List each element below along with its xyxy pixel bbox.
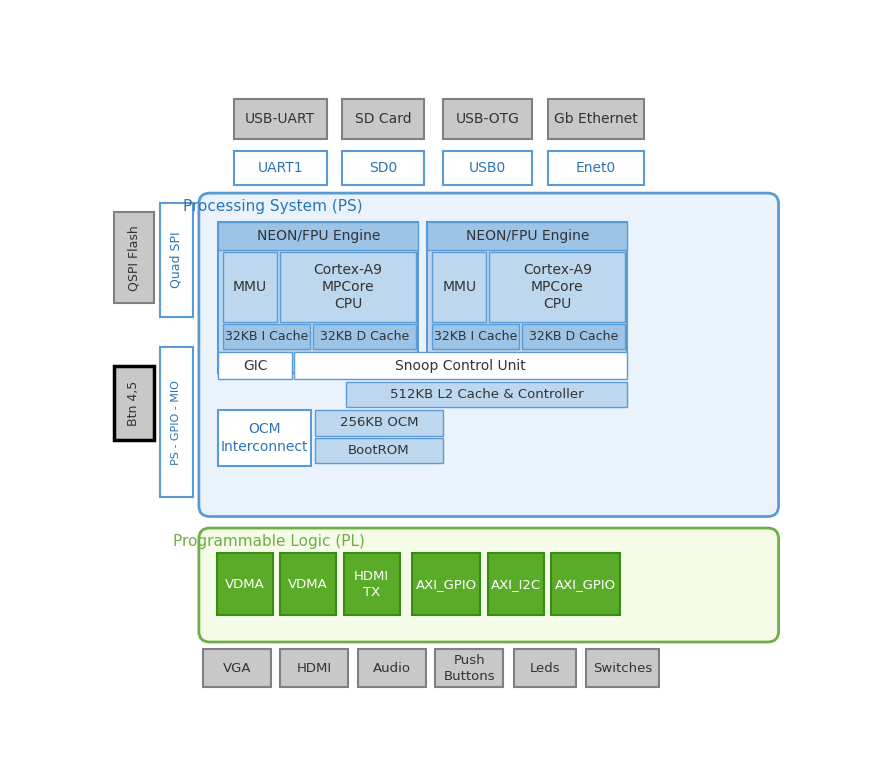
Bar <box>342 99 423 140</box>
Text: 32KB I Cache: 32KB I Cache <box>433 330 517 343</box>
Bar <box>547 99 644 140</box>
FancyBboxPatch shape <box>199 528 778 642</box>
Bar <box>427 222 627 250</box>
Text: 32KB D Cache: 32KB D Cache <box>319 330 409 343</box>
Bar <box>489 253 624 322</box>
Bar <box>217 553 272 615</box>
Bar <box>522 324 624 349</box>
Text: Switches: Switches <box>592 662 652 675</box>
Bar <box>346 382 627 407</box>
Bar <box>160 203 192 317</box>
Text: MMU: MMU <box>442 280 476 294</box>
Bar <box>113 212 153 303</box>
Text: VDMA: VDMA <box>288 577 328 591</box>
Text: Processing System (PS): Processing System (PS) <box>182 198 362 214</box>
Bar <box>315 438 443 463</box>
Text: AXI_GPIO: AXI_GPIO <box>415 577 476 591</box>
Text: Quad SPI: Quad SPI <box>170 232 182 288</box>
Bar <box>218 222 417 250</box>
Bar <box>547 151 644 185</box>
Bar <box>280 253 416 322</box>
Text: 256KB OCM: 256KB OCM <box>339 416 417 429</box>
Text: HDMI
TX: HDMI TX <box>353 570 389 599</box>
Bar <box>223 253 277 322</box>
Text: GIC: GIC <box>243 359 267 373</box>
Bar <box>233 151 326 185</box>
Bar <box>218 353 291 379</box>
Bar <box>427 222 627 373</box>
Text: VGA: VGA <box>223 662 251 675</box>
Text: SD Card: SD Card <box>354 112 410 126</box>
Text: Audio: Audio <box>373 662 410 675</box>
Text: NEON/FPU Engine: NEON/FPU Engine <box>466 229 588 243</box>
Bar <box>488 553 543 615</box>
Text: MMU: MMU <box>232 280 267 294</box>
Bar <box>113 367 153 439</box>
Text: Cortex-A9
MPCore
CPU: Cortex-A9 MPCore CPU <box>522 263 591 312</box>
Bar <box>223 324 310 349</box>
FancyBboxPatch shape <box>199 193 778 516</box>
Text: VDMA: VDMA <box>225 577 264 591</box>
Text: AXI_I2C: AXI_I2C <box>490 577 540 591</box>
Bar <box>160 347 192 498</box>
Text: 512KB L2 Cache & Controller: 512KB L2 Cache & Controller <box>389 388 583 401</box>
Bar <box>514 649 575 687</box>
Bar <box>280 553 336 615</box>
Bar <box>280 649 348 687</box>
Bar <box>443 151 531 185</box>
Text: Cortex-A9
MPCore
CPU: Cortex-A9 MPCore CPU <box>313 263 382 312</box>
Text: BootROM: BootROM <box>348 444 410 457</box>
Bar <box>233 99 326 140</box>
Bar <box>203 649 271 687</box>
Bar <box>315 410 443 436</box>
Text: PS - GPIO - MIO: PS - GPIO - MIO <box>171 380 182 465</box>
Bar <box>435 649 503 687</box>
Bar <box>312 324 416 349</box>
Bar <box>344 553 399 615</box>
Text: Programmable Logic (PL): Programmable Logic (PL) <box>173 534 364 549</box>
Bar <box>431 324 518 349</box>
Text: USB-UART: USB-UART <box>245 112 315 126</box>
Text: Btn 4,5: Btn 4,5 <box>127 381 140 425</box>
Bar <box>357 649 425 687</box>
Text: USB-OTG: USB-OTG <box>455 112 519 126</box>
Bar <box>294 353 627 379</box>
Bar <box>431 253 486 322</box>
Bar <box>443 99 531 140</box>
Text: 32KB I Cache: 32KB I Cache <box>225 330 308 343</box>
Bar <box>411 553 480 615</box>
Text: SD0: SD0 <box>368 161 396 175</box>
Text: UART1: UART1 <box>257 161 303 175</box>
Text: 32KB D Cache: 32KB D Cache <box>528 330 617 343</box>
Bar <box>218 410 310 466</box>
Text: Leds: Leds <box>530 662 560 675</box>
Text: Gb Ethernet: Gb Ethernet <box>553 112 638 126</box>
Bar <box>342 151 423 185</box>
Text: Push
Buttons: Push Buttons <box>443 653 495 683</box>
Bar <box>218 222 417 373</box>
Text: AXI_GPIO: AXI_GPIO <box>554 577 616 591</box>
Text: Enet0: Enet0 <box>575 161 616 175</box>
Text: OCM
Interconnect: OCM Interconnect <box>221 422 308 453</box>
Text: NEON/FPU Engine: NEON/FPU Engine <box>256 229 380 243</box>
Text: HDMI: HDMI <box>296 662 332 675</box>
Bar <box>551 553 619 615</box>
Bar <box>585 649 659 687</box>
Text: Snoop Control Unit: Snoop Control Unit <box>395 359 525 373</box>
Text: QSPI Flash: QSPI Flash <box>127 225 140 291</box>
Text: USB0: USB0 <box>468 161 506 175</box>
